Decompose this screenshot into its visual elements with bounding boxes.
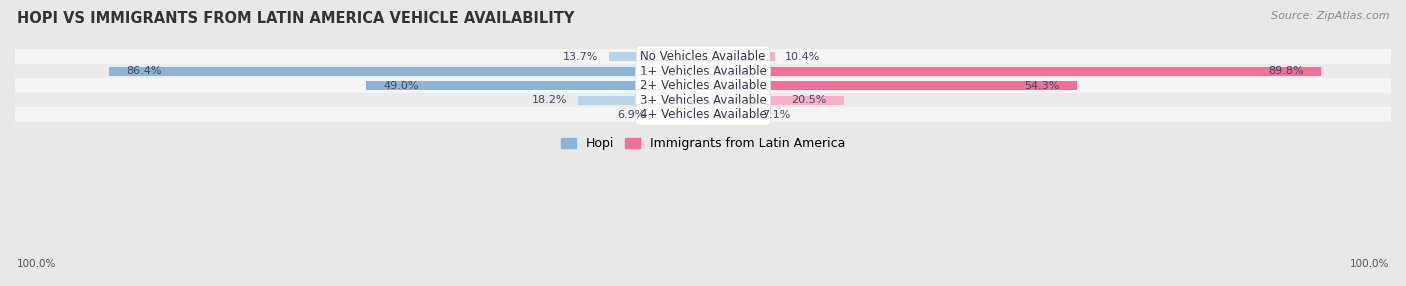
Bar (15, 107, 1391, 122)
Bar (15, 64, 1391, 78)
Text: 2+ Vehicles Available: 2+ Vehicles Available (640, 79, 766, 92)
Bar (703, 52, 775, 61)
Bar (366, 81, 703, 90)
Text: Source: ZipAtlas.com: Source: ZipAtlas.com (1271, 11, 1389, 21)
Bar (108, 67, 703, 76)
Bar (703, 67, 1320, 76)
Bar (703, 96, 844, 105)
Text: 54.3%: 54.3% (1024, 81, 1059, 91)
Text: 18.2%: 18.2% (531, 95, 568, 105)
Text: 89.8%: 89.8% (1268, 66, 1303, 76)
Bar (703, 110, 752, 119)
Legend: Hopi, Immigrants from Latin America: Hopi, Immigrants from Latin America (557, 132, 849, 155)
Bar (15, 78, 1391, 93)
Bar (609, 52, 703, 61)
Bar (578, 96, 703, 105)
Text: 100.0%: 100.0% (1350, 259, 1389, 269)
Text: HOPI VS IMMIGRANTS FROM LATIN AMERICA VEHICLE AVAILABILITY: HOPI VS IMMIGRANTS FROM LATIN AMERICA VE… (17, 11, 574, 26)
Text: 7.1%: 7.1% (762, 110, 790, 120)
Text: No Vehicles Available: No Vehicles Available (640, 50, 766, 63)
Bar (15, 49, 1391, 64)
Bar (15, 93, 1391, 107)
Text: 10.4%: 10.4% (785, 51, 820, 61)
Text: 13.7%: 13.7% (562, 51, 599, 61)
Text: 1+ Vehicles Available: 1+ Vehicles Available (640, 65, 766, 78)
Bar (703, 81, 1077, 90)
Text: 3+ Vehicles Available: 3+ Vehicles Available (640, 94, 766, 107)
Text: 100.0%: 100.0% (17, 259, 56, 269)
Text: 4+ Vehicles Available: 4+ Vehicles Available (640, 108, 766, 121)
Text: 49.0%: 49.0% (382, 81, 419, 91)
Bar (655, 110, 703, 119)
Text: 6.9%: 6.9% (617, 110, 645, 120)
Text: 86.4%: 86.4% (125, 66, 162, 76)
Text: 20.5%: 20.5% (792, 95, 827, 105)
